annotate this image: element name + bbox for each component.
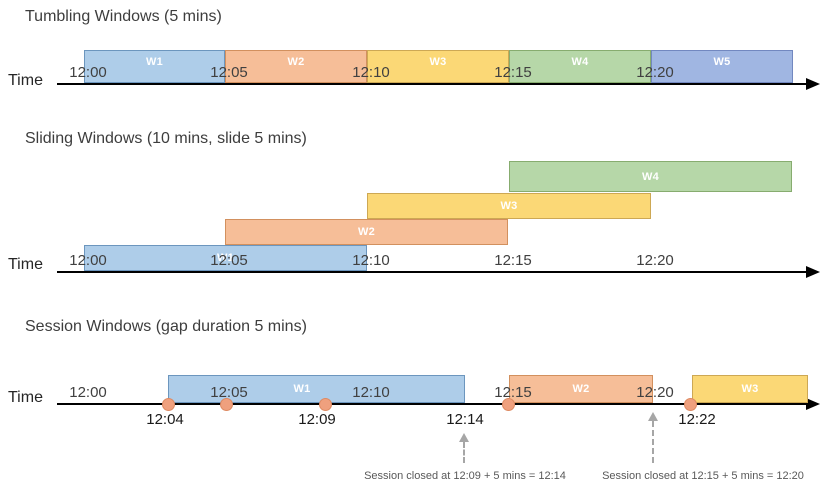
sliding-window-w2: W2	[225, 219, 508, 245]
tumbling-tick-1210: 12:10	[352, 64, 390, 81]
sliding-tick-1205: 12:05	[210, 252, 248, 269]
window-label: W1	[217, 252, 234, 264]
sliding-window-w3: W3	[367, 193, 651, 219]
window-label: W2	[287, 56, 305, 68]
session-tick-1220: 12:20	[636, 384, 674, 401]
window-label: W1	[293, 383, 311, 395]
window-label: W5	[713, 56, 731, 68]
session-window-w1: W1	[168, 375, 465, 403]
tumbling-window-w1: W1	[84, 50, 225, 83]
tumbling-section-title: Tumbling Windows (5 mins)	[25, 8, 222, 25]
sliding-tick-1220: 12:20	[636, 252, 674, 269]
tumbling-tick-1200: 12:00	[69, 64, 107, 81]
tumbling-time-axis-label: Time	[8, 72, 43, 89]
event-dot	[319, 398, 332, 411]
session-tick-1215: 12:15	[494, 384, 532, 401]
sliding-axis-arrowhead-icon	[806, 266, 820, 278]
event-time-label: 12:14	[446, 411, 484, 428]
session-window-w2: W2	[509, 375, 653, 403]
tumbling-window-w2: W2	[225, 50, 367, 83]
sliding-window-w4: W4	[509, 161, 792, 192]
tumbling-window-w4: W4	[509, 50, 651, 83]
tumbling-tick-1205: 12:05	[210, 64, 248, 81]
window-label: W4	[642, 170, 659, 183]
session-axis-arrowhead-icon	[806, 398, 820, 410]
event-dot	[684, 398, 697, 411]
sliding-time-axis-line	[57, 271, 807, 273]
event-dot	[162, 398, 175, 411]
event-time-label: 12:04	[146, 411, 184, 428]
sliding-section-title: Sliding Windows (10 mins, slide 5 mins)	[25, 130, 307, 147]
sliding-window-w1: W1	[84, 245, 367, 271]
session-tick-1200: 12:00	[69, 384, 107, 401]
tumbling-window-w3: W3	[367, 50, 509, 83]
tumbling-window-w5: W5	[651, 50, 793, 83]
event-dot	[502, 398, 515, 411]
session-time-axis-line	[57, 403, 807, 405]
tumbling-tick-1220: 12:20	[636, 64, 674, 81]
window-label: W3	[429, 56, 447, 68]
window-label: W3	[500, 200, 518, 212]
session-closed-annotation-2: Session closed at 12:15 + 5 mins = 12:20	[602, 470, 804, 482]
event-time-label: 12:09	[298, 411, 336, 428]
window-label: W4	[571, 56, 589, 68]
sliding-tick-1200: 12:00	[69, 252, 107, 269]
session-window-w3: W3	[692, 375, 808, 403]
tumbling-tick-1215: 12:15	[494, 64, 532, 81]
sliding-tick-1210: 12:10	[352, 252, 390, 269]
tumbling-axis-arrowhead-icon	[806, 78, 820, 90]
window-label: W2	[572, 383, 590, 395]
window-label: W2	[358, 226, 375, 238]
session-closed-annotation-1: Session closed at 12:09 + 5 mins = 12:14	[364, 470, 566, 482]
event-time-label: 12:22	[678, 411, 716, 428]
session-tick-1205: 12:05	[210, 384, 248, 401]
window-label: W1	[146, 56, 163, 68]
window-label: W3	[741, 383, 759, 395]
session-tick-1210: 12:10	[352, 384, 390, 401]
annotation-arrow-line	[652, 421, 654, 463]
tumbling-time-axis-line	[57, 83, 807, 85]
session-section-title: Session Windows (gap duration 5 mins)	[25, 318, 307, 335]
session-time-axis-label: Time	[8, 389, 43, 406]
annotation-arrow-up-icon	[459, 433, 469, 442]
sliding-time-axis-label: Time	[8, 256, 43, 273]
annotation-arrow-line	[463, 442, 465, 463]
annotation-arrow-up-icon	[648, 412, 658, 421]
sliding-tick-1215: 12:15	[494, 252, 532, 269]
event-dot	[220, 398, 233, 411]
